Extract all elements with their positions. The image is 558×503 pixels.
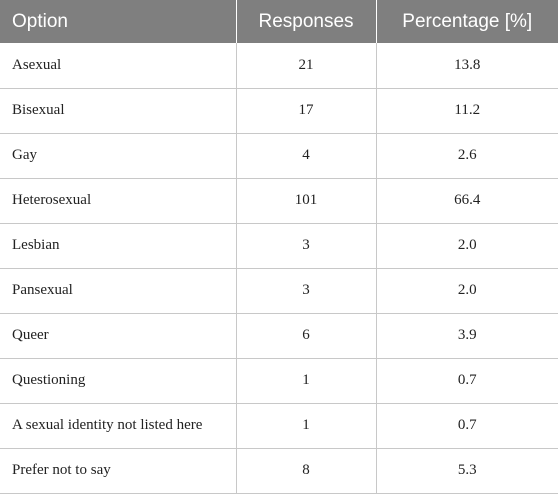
cell-responses: 1 <box>236 358 377 404</box>
cell-percentage: 11.2 <box>376 88 558 134</box>
header-percentage: Percentage [%] <box>376 0 558 43</box>
cell-option: Gay <box>0 133 237 179</box>
cell-percentage: 0.7 <box>376 403 558 449</box>
cell-responses: 8 <box>236 448 377 494</box>
cell-responses: 17 <box>236 88 377 134</box>
cell-option: Heterosexual <box>0 178 237 224</box>
cell-percentage: 2.0 <box>376 223 558 269</box>
cell-option: Queer <box>0 313 237 359</box>
header-responses: Responses <box>236 0 377 43</box>
cell-option: Pansexual <box>0 268 237 314</box>
table-row: Asexual 21 13.8 <box>0 43 558 89</box>
table-row: Pansexual 3 2.0 <box>0 268 558 314</box>
cell-responses: 6 <box>236 313 377 359</box>
cell-percentage: 2.6 <box>376 133 558 179</box>
cell-responses: 3 <box>236 223 377 269</box>
cell-option: Lesbian <box>0 223 237 269</box>
cell-responses: 3 <box>236 268 377 314</box>
table-row: Lesbian 3 2.0 <box>0 223 558 269</box>
header-option: Option <box>0 0 237 43</box>
table-row: Queer 6 3.9 <box>0 313 558 359</box>
cell-percentage: 0.7 <box>376 358 558 404</box>
header-row: Option Responses Percentage [%] <box>0 0 558 43</box>
cell-responses: 4 <box>236 133 377 179</box>
table-row: Bisexual 17 11.2 <box>0 88 558 134</box>
cell-option: Bisexual <box>0 88 237 134</box>
cell-responses: 101 <box>236 178 377 224</box>
cell-percentage: 13.8 <box>376 43 558 89</box>
table-row: Questioning 1 0.7 <box>0 358 558 404</box>
cell-option: A sexual identity not listed here <box>0 403 237 449</box>
cell-percentage: 3.9 <box>376 313 558 359</box>
cell-option: Asexual <box>0 43 237 89</box>
table-header: Option Responses Percentage [%] <box>0 0 558 43</box>
table-row: Gay 4 2.6 <box>0 133 558 179</box>
cell-responses: 1 <box>236 403 377 449</box>
table-row: Heterosexual 101 66.4 <box>0 178 558 224</box>
cell-option: Questioning <box>0 358 237 404</box>
cell-percentage: 66.4 <box>376 178 558 224</box>
cell-option: Prefer not to say <box>0 448 237 494</box>
table-row: Prefer not to say 8 5.3 <box>0 448 558 494</box>
cell-percentage: 2.0 <box>376 268 558 314</box>
cell-responses: 21 <box>236 43 377 89</box>
table-row: A sexual identity not listed here 1 0.7 <box>0 403 558 449</box>
table-body: Asexual 21 13.8 Bisexual 17 11.2 Gay 4 2… <box>0 43 558 494</box>
cell-percentage: 5.3 <box>376 448 558 494</box>
